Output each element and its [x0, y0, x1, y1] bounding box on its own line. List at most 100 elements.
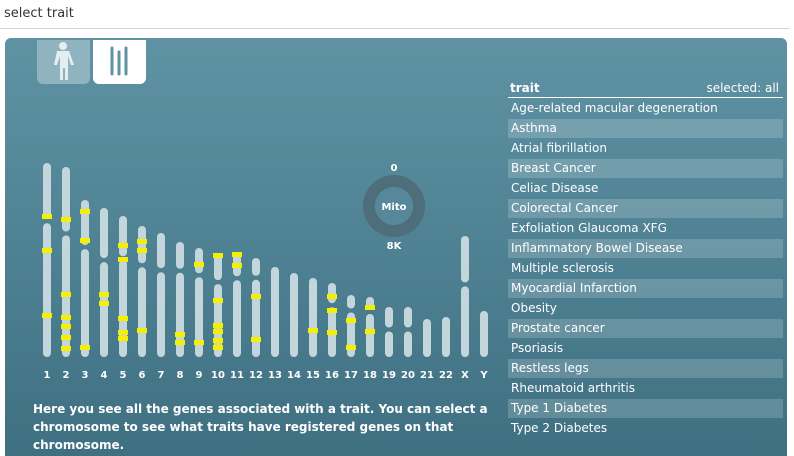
chromosome[interactable] [442, 317, 450, 357]
chromosome[interactable] [99, 208, 109, 357]
gene-marker [118, 243, 128, 248]
chromosome-arm [423, 319, 431, 357]
chromosome-tab[interactable] [93, 40, 146, 84]
chromosome-arm [100, 208, 108, 259]
gene-marker [61, 217, 71, 222]
chromosome[interactable] [137, 226, 147, 357]
chromosome[interactable] [42, 163, 52, 357]
chromosome-arm [385, 307, 393, 328]
chromosome-label: 5 [120, 370, 127, 381]
chromosome[interactable] [461, 236, 469, 357]
chromosome-label: 3 [82, 370, 89, 381]
chromosome[interactable] [194, 248, 204, 357]
gene-marker [213, 323, 223, 328]
chromosome[interactable] [423, 319, 431, 357]
trait-item[interactable]: Breast Cancer [508, 159, 783, 178]
chromosome-arm [252, 279, 260, 357]
gene-marker [61, 315, 71, 320]
trait-item[interactable]: Prostate cancer [508, 319, 783, 338]
trait-item[interactable]: Asthma [508, 119, 783, 138]
trait-item[interactable]: Type 2 Diabetes [511, 421, 608, 435]
trait-item[interactable]: Age-related macular degeneration [511, 101, 718, 115]
trait-item[interactable]: Psoriasis [511, 341, 564, 355]
gene-marker [232, 263, 242, 268]
trait-item[interactable]: Restless legs [508, 359, 783, 378]
chromosome-arm [119, 216, 127, 257]
chromosome-label: 2 [63, 370, 70, 381]
chromosome-label: 14 [287, 370, 301, 381]
trait-item[interactable]: Colorectal Cancer [508, 199, 783, 218]
chromosome[interactable] [157, 233, 165, 357]
trait-item[interactable]: Exfoliation Glaucoma XFG [511, 221, 667, 235]
chromosome[interactable] [404, 307, 412, 357]
chromosome[interactable] [480, 311, 488, 357]
chromosome-arm [461, 286, 469, 357]
chromosome-arm [347, 295, 355, 309]
chromosome-arm [195, 248, 203, 274]
gene-marker [42, 214, 52, 219]
gene-marker [194, 340, 204, 345]
chromosome[interactable] [61, 167, 71, 357]
trait-item[interactable]: Rheumatoid arthritis [511, 381, 635, 395]
chromosome-arm [214, 253, 222, 281]
chromosome[interactable] [232, 252, 242, 357]
gene-marker [308, 328, 318, 333]
trait-item[interactable]: Myocardial Infarction [508, 279, 783, 298]
chromosome-label: 11 [230, 370, 244, 381]
mito-ring[interactable] [363, 175, 425, 237]
trait-item[interactable]: Atrial fibrillation [511, 141, 607, 155]
chromosome[interactable] [213, 253, 223, 357]
gene-marker [327, 294, 337, 299]
chromosome[interactable] [251, 258, 261, 357]
trait-item[interactable]: Celiac Disease [511, 181, 599, 195]
gene-marker [118, 257, 128, 262]
chromosome-arm [157, 233, 165, 269]
gene-marker [137, 248, 147, 253]
mito-min: 0 [391, 163, 398, 174]
chromosome-arm [404, 307, 412, 328]
gene-marker [118, 316, 128, 321]
trait-header: trait selected: all [508, 80, 783, 98]
chromosome[interactable] [327, 283, 337, 357]
mito-label: Mito [381, 202, 406, 213]
top-bar: select trait [0, 0, 790, 29]
chromosome[interactable] [346, 295, 356, 357]
trait-item[interactable]: Multiple sclerosis [511, 261, 614, 275]
trait-item[interactable]: Type 1 Diabetes [508, 399, 783, 418]
chromosome-arm [271, 267, 279, 357]
chromosome-arm [461, 236, 469, 283]
gene-marker [61, 335, 71, 340]
gene-marker [213, 329, 223, 334]
gene-marker [346, 345, 356, 350]
trait-item[interactable]: Inflammatory Bowel Disease [508, 239, 783, 258]
gene-marker [118, 336, 128, 341]
gene-marker [175, 332, 185, 337]
gene-marker [365, 305, 375, 310]
chromosome-arm [385, 331, 393, 357]
chromosome[interactable] [271, 267, 279, 357]
gene-marker [42, 248, 52, 253]
chromosome[interactable] [290, 273, 298, 357]
chromosome-icon [110, 46, 128, 76]
panel: 1 2 3 4 5 6 7 8 9 10 11 12 13 14 15 16 17 18 19 20 21 22 X Y Mit… [5, 38, 787, 456]
chromosome-label: X [461, 370, 469, 381]
gene-marker [213, 253, 223, 258]
gene-marker [327, 330, 337, 335]
chromosome[interactable] [365, 297, 375, 357]
chromosome[interactable] [80, 200, 90, 357]
chromosome-label: 21 [420, 370, 434, 381]
chromosome-label: 22 [439, 370, 453, 381]
chromosome-arm [480, 311, 488, 357]
chromosome-label: 15 [306, 370, 320, 381]
body-tab[interactable] [37, 40, 90, 84]
chromosome-arm [195, 277, 203, 357]
chromosome[interactable] [175, 242, 185, 357]
description: Here you see all the genes associated wi… [33, 402, 488, 452]
chromosome-label: 4 [101, 370, 108, 381]
chromosome-label: 12 [249, 370, 263, 381]
chromosome[interactable] [385, 307, 393, 357]
trait-item[interactable]: Obesity [511, 301, 557, 315]
chromosome[interactable] [308, 278, 318, 357]
chromosome[interactable] [118, 216, 128, 357]
